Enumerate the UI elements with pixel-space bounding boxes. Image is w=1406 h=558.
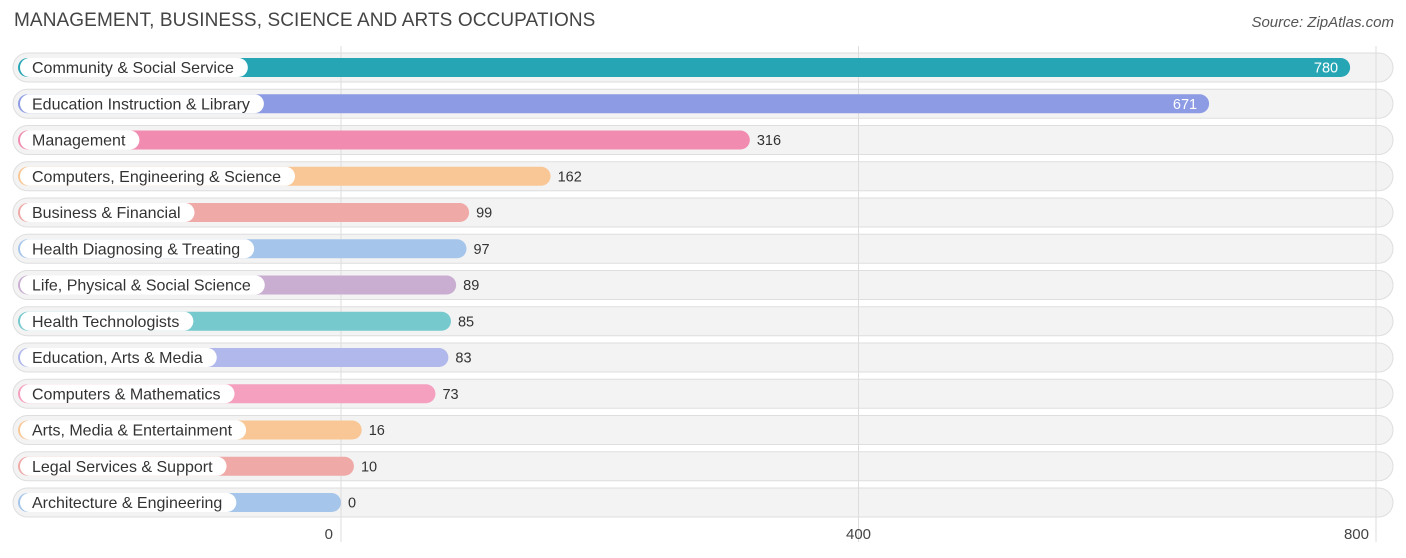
value-label: 99 (476, 206, 492, 222)
value-label: 85 (458, 314, 474, 330)
category-label: Community & Social Service (32, 60, 234, 77)
category-label: Management (32, 133, 126, 150)
category-label-pill (20, 203, 195, 222)
category-label-pill (20, 166, 296, 186)
category-label-pill (20, 384, 235, 404)
bar (18, 94, 1210, 114)
category-label-pill (20, 456, 227, 476)
category-label-pill (20, 420, 247, 440)
value-label: 89 (463, 278, 479, 294)
category-label-pill (20, 58, 248, 77)
category-label-pill (20, 311, 194, 331)
category-label-pill (20, 130, 140, 150)
value-label: 83 (455, 351, 471, 367)
x-tick-label: 400 (846, 526, 871, 543)
value-label: 10 (361, 459, 377, 475)
category-label: Health Technologists (32, 314, 179, 331)
value-label: 162 (558, 169, 582, 185)
bar (18, 58, 1351, 77)
value-label: 780 (1314, 61, 1338, 77)
category-label: Computers & Mathematics (32, 386, 221, 403)
x-tick-label: 800 (1344, 526, 1369, 543)
category-label-pill (20, 348, 217, 367)
value-label: 316 (757, 133, 781, 149)
category-label-pill (20, 275, 265, 295)
category-label: Business & Financial (32, 205, 181, 222)
x-tick-label: 0 (325, 526, 333, 543)
category-label: Health Diagnosing & Treating (32, 241, 240, 258)
row-background (12, 487, 1394, 518)
source-label: Source: ZipAtlas.com (1251, 14, 1394, 31)
value-label: 671 (1173, 97, 1197, 113)
chart-bars: Community & Social Service 780 Education I… (18, 58, 1351, 512)
row-background (12, 451, 1394, 482)
category-label: Education Instruction & Library (32, 96, 250, 113)
category-label-pill (20, 493, 237, 512)
category-label-pill (20, 239, 255, 259)
category-label: Life, Physical & Social Science (32, 278, 251, 295)
category-label: Architecture & Engineering (32, 495, 222, 512)
value-label: 16 (369, 423, 385, 439)
category-label: Arts, Media & Entertainment (32, 423, 233, 440)
category-label: Education, Arts & Media (32, 350, 203, 367)
value-label: 97 (473, 242, 489, 258)
category-label: Computers, Engineering & Science (32, 169, 281, 186)
bar (18, 130, 750, 150)
category-label: Legal Services & Support (32, 459, 213, 476)
x-axis-ticks: 0 400 800 (325, 526, 1369, 543)
value-label: 0 (348, 496, 356, 512)
chart-title: MANAGEMENT, BUSINESS, SCIENCE AND ARTS O… (14, 10, 596, 31)
value-label: 73 (442, 387, 458, 403)
category-label-pill (20, 94, 264, 114)
